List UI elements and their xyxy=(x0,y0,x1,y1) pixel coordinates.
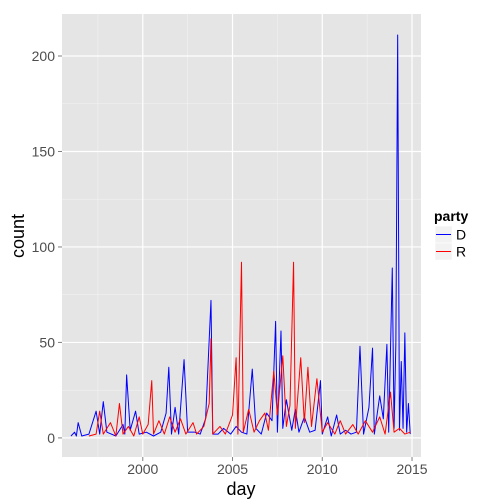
y-tick-label: 0 xyxy=(47,430,55,446)
legend-item-D: D xyxy=(434,225,466,244)
legend-label-R: R xyxy=(456,244,466,260)
x-axis-title: day xyxy=(226,479,255,499)
series-line-R xyxy=(88,261,411,437)
y-tick-label: 200 xyxy=(32,48,56,64)
x-tick-label: 2010 xyxy=(307,461,338,477)
series-layer xyxy=(70,34,411,437)
y-tick-label: 100 xyxy=(32,239,56,255)
x-axis: 2000 2005 2010 2015 xyxy=(127,457,428,477)
x-tick-label: 2005 xyxy=(217,461,248,477)
legend-label-D: D xyxy=(456,227,466,243)
series-line-D xyxy=(70,34,411,437)
major-gridlines xyxy=(62,14,421,457)
y-tick-label: 50 xyxy=(39,334,55,350)
x-tick-label: 2015 xyxy=(396,461,427,477)
legend-title: party xyxy=(434,208,468,224)
legend-item-R: R xyxy=(434,242,466,261)
y-axis-title: count xyxy=(8,214,28,258)
y-axis: 0 50 100 150 200 xyxy=(32,48,62,446)
legend: party DR xyxy=(434,208,468,261)
y-tick-label: 150 xyxy=(32,143,56,159)
x-tick-label: 2000 xyxy=(127,461,158,477)
